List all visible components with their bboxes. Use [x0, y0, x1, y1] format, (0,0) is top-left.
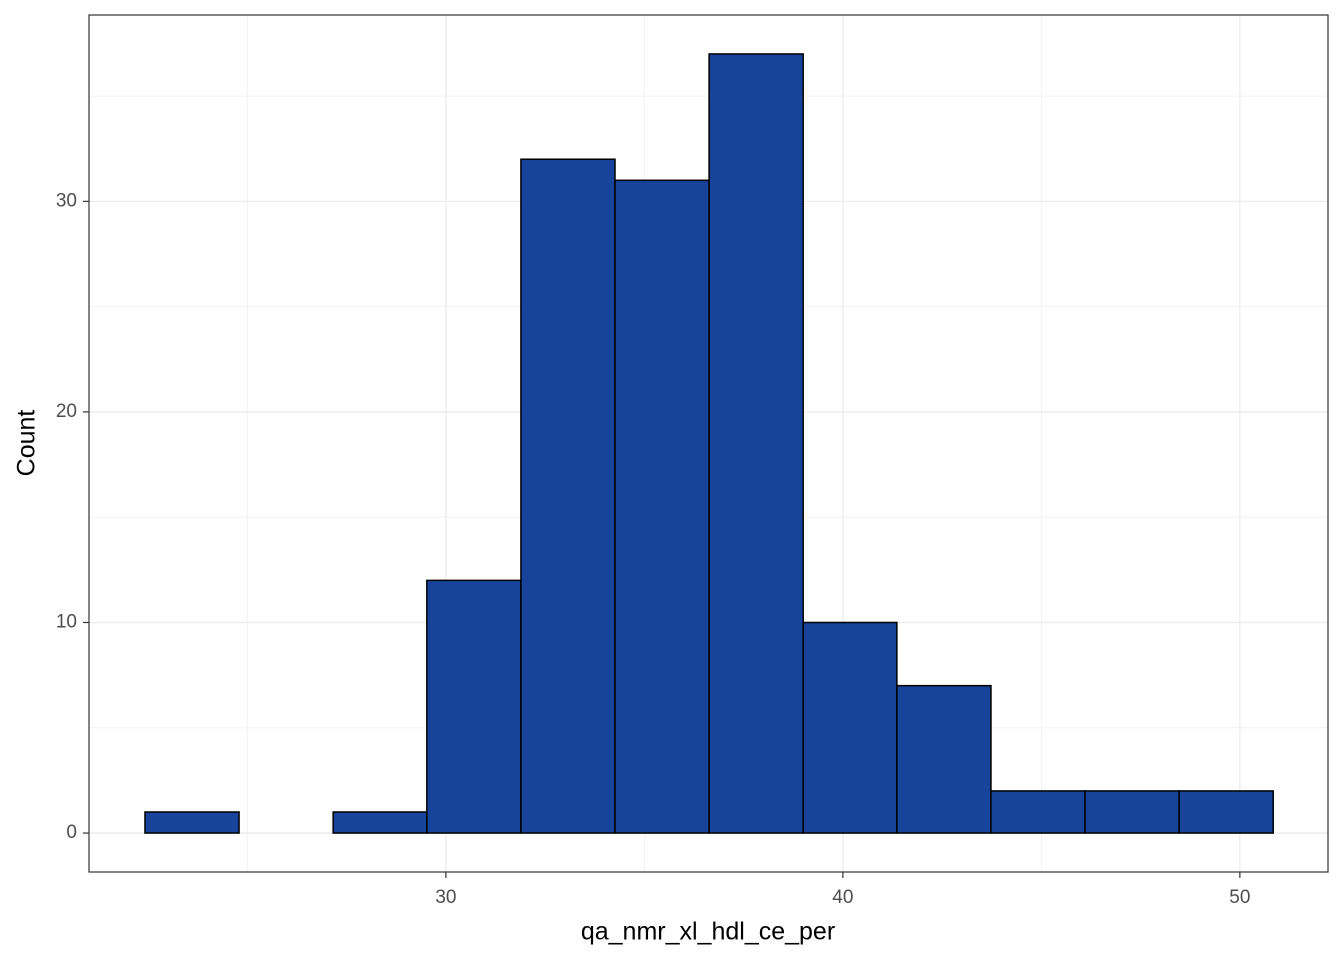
bar	[896, 684, 992, 834]
bar	[144, 811, 240, 834]
x-tick-label: 30	[435, 887, 456, 908]
bar	[1178, 790, 1274, 834]
x-axis-title: qa_nmr_xl_hdl_ce_per	[581, 918, 835, 946]
y-tick-label: 20	[56, 401, 77, 422]
y-tick-label: 0	[66, 822, 77, 843]
bar	[614, 179, 710, 834]
bar	[332, 811, 428, 834]
y-tick-label: 10	[56, 611, 77, 632]
bar	[708, 53, 804, 834]
x-tick-label: 40	[832, 887, 853, 908]
bar	[802, 621, 898, 834]
bar	[426, 579, 522, 834]
x-tick-label: 50	[1229, 887, 1250, 908]
bar	[990, 790, 1086, 834]
y-tick-label: 30	[56, 190, 77, 211]
panel-border	[88, 14, 1329, 873]
bar	[520, 158, 616, 834]
y-axis-title: Count	[13, 410, 41, 477]
bar	[1084, 790, 1180, 834]
